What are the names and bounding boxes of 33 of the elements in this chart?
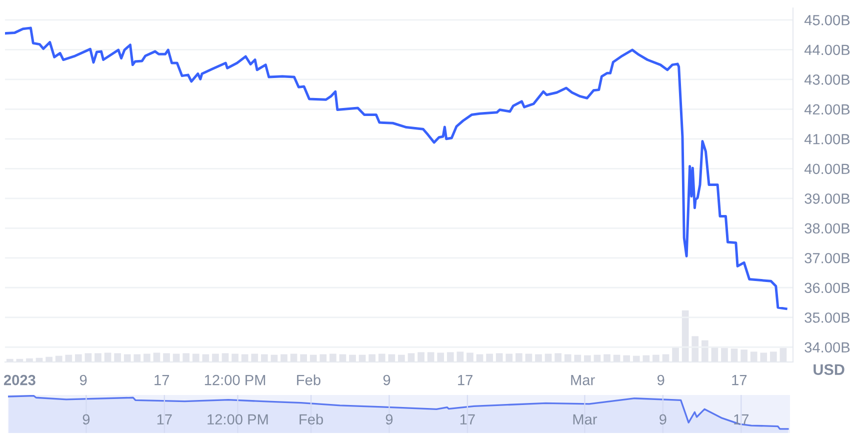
x-tick-label: 9	[657, 374, 664, 386]
y-tick-label: 42.00B	[804, 104, 850, 115]
x-tick-label: 9	[660, 414, 666, 425]
x-tick-label: Mar	[571, 375, 595, 386]
y-tick-label: 40.00B	[804, 164, 850, 174]
y-tick-label: 36.00B	[804, 282, 850, 294]
x-tick-label: 17	[154, 375, 169, 386]
x-tick-label: 17	[458, 375, 472, 386]
x-tick-label: 9	[80, 374, 87, 386]
x-tick-label: Feb	[300, 414, 323, 425]
x-tick-label: 12:00 PM	[208, 414, 268, 425]
y-tick-label: 35.00B	[804, 312, 850, 323]
x-tick-label: 17	[734, 414, 749, 424]
x-tick-label: 9	[386, 414, 393, 425]
y-tick-label: 44.00B	[804, 44, 850, 56]
x-tick-label: 17	[157, 414, 172, 424]
x-tick-label: Mar	[573, 414, 598, 425]
x-tick-label: 9	[82, 414, 90, 425]
y-tick-label: 39.00B	[804, 193, 850, 204]
x-tick-label: 17	[460, 414, 475, 424]
y-tick-label: 37.00B	[804, 252, 850, 264]
y-tick-label: 41.00B	[804, 134, 850, 144]
y-axis-title: USD	[814, 364, 844, 375]
x-tick-label: 9	[383, 374, 390, 386]
y-tick-label: 38.00B	[804, 223, 850, 234]
y-tick-label: 34.00B	[804, 342, 850, 353]
x-tick-label: 2023	[4, 374, 36, 386]
x-tick-label: 17	[732, 375, 747, 386]
x-tick-label: Feb	[297, 374, 320, 386]
line-series	[5, 26, 788, 310]
y-tick-label: 43.00B	[804, 74, 850, 85]
y-tick-label: 45.00B	[804, 15, 850, 26]
x-tick-label: 12:00 PM	[204, 374, 266, 386]
